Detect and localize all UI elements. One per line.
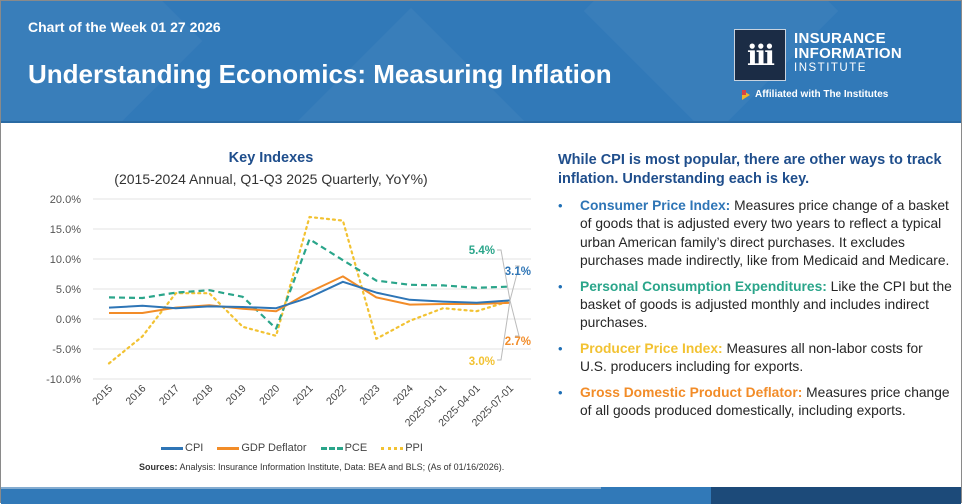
x-tick-label: 2016 <box>124 383 149 408</box>
y-tick-label: 15.0% <box>50 224 81 236</box>
gridlines <box>93 198 531 380</box>
definition-item: • Personal Consumption Expenditures: Like… <box>558 278 953 333</box>
logo-mark: iii <box>747 38 775 72</box>
leader-line <box>497 249 511 301</box>
y-tick-label: 10.0% <box>50 254 81 266</box>
legend-swatch <box>217 446 240 450</box>
bullet-icon: • <box>558 340 563 356</box>
bullet-icon: • <box>558 384 563 400</box>
sources-label: Sources: <box>139 462 178 472</box>
x-tick-label: 2022 <box>324 383 349 408</box>
leader-line <box>509 265 520 301</box>
end-labels: 3.1% 2.7% 5.4% 3.0% <box>469 245 531 368</box>
definition-term: Producer Price Index: <box>580 340 723 356</box>
legend-item: PPI <box>381 442 423 454</box>
page-title: Understanding Economics: Measuring Infla… <box>28 59 612 89</box>
series-line-ppi <box>107 215 512 365</box>
definition-text: Like the CPI but the basket of goods is … <box>580 278 952 331</box>
definition-item: • Gross Domestic Product Deflator: Measur… <box>558 384 953 421</box>
y-tick-label: 0.0% <box>56 314 81 326</box>
legend-label: PPI <box>405 442 423 454</box>
end-label-cpi: 3.1% <box>505 266 531 278</box>
y-tick-label: 5.0% <box>56 284 81 296</box>
legend-label: CPI <box>185 442 204 454</box>
affiliation-text: Affiliated with The Institutes <box>755 89 889 100</box>
y-tick-label: -5.0% <box>52 344 81 356</box>
x-tick-label: 2017 <box>157 383 182 408</box>
footer-rule <box>1 487 601 489</box>
explainer-panel: While CPI is most popular, there are oth… <box>558 151 953 427</box>
header-banner: Chart of the Week 01 27 2026 Understandi… <box>1 1 961 123</box>
x-tick-label: 2023 <box>357 383 382 408</box>
series-line-cpi <box>108 280 511 310</box>
logo-line-2: INFORMATION <box>794 45 903 62</box>
y-tick-label: 20.0% <box>50 194 81 206</box>
series-line-pce <box>108 238 511 330</box>
definition-text: Measures all non-labor costs for U.S. pr… <box>580 340 923 375</box>
legend-swatch <box>161 446 183 450</box>
x-tick-label: 2015 <box>90 383 115 408</box>
x-tick-label: 2018 <box>190 383 215 408</box>
definition-term: Consumer Price Index: <box>580 198 731 213</box>
logo-line-1: INSURANCE <box>794 30 886 47</box>
definition-item: • Consumer Price Index: Measures price ch… <box>558 197 953 271</box>
leader-line <box>497 300 511 361</box>
legend-item: GDP Deflator <box>217 442 307 454</box>
legend-label: GDP Deflator <box>241 442 307 454</box>
y-axis-ticks: 20.0% 15.0% 10.0% 5.0% 0.0% -5.0% -10.0% <box>46 194 81 386</box>
index-definitions: • Consumer Price Index: Measures price ch… <box>558 197 953 420</box>
footer-bar <box>1 487 961 504</box>
x-axis-ticks: 2015 2016 2017 2018 2019 2020 2021 2022 2023 2024… <box>90 383 516 430</box>
chart-legend: CPI GDP Deflator PCE PPI <box>161 442 423 454</box>
logo-wordmark[interactable]: INSURANCE INFORMATION INSTITUTE <box>794 31 902 76</box>
bullet-icon: • <box>558 278 563 294</box>
definition-term: Gross Domestic Product Deflator: <box>580 384 803 400</box>
logo-line-3: INSTITUTE <box>794 62 867 74</box>
chart-of-week-label: Chart of the Week 01 27 2026 <box>28 19 221 35</box>
institutes-arrow-icon <box>742 89 750 100</box>
footer-accent <box>711 487 961 504</box>
legend-item: CPI <box>161 442 203 454</box>
sources-note: Sources: Analysis: Insurance Information… <box>139 462 504 472</box>
affiliation: Affiliated with The Institutes <box>742 89 888 100</box>
bullet-icon: • <box>558 198 563 213</box>
leader-line <box>509 300 520 337</box>
legend-swatch <box>381 446 404 450</box>
end-label-pce: 5.4% <box>469 245 495 257</box>
definition-text: Measures price change of all goods produ… <box>580 384 950 419</box>
x-tick-label: 2021 <box>291 383 316 408</box>
legend-swatch <box>320 446 343 450</box>
definition-text: Measures price change of a basket of goo… <box>580 198 950 269</box>
legend-label: PCE <box>344 442 368 454</box>
iii-logo-icon[interactable]: iii <box>734 29 786 81</box>
x-tick-label: 2024 <box>391 383 416 408</box>
chart-title: Key Indexes <box>228 150 314 166</box>
x-tick-label: 2020 <box>257 383 282 408</box>
sources-text: Analysis: Insurance Information Institut… <box>177 462 505 472</box>
header-divider <box>1 121 961 123</box>
definition-term: Personal Consumption Expenditures: <box>580 278 827 294</box>
y-tick-label: -10.0% <box>46 374 81 386</box>
end-label-gdp-deflator: 2.7% <box>505 336 531 348</box>
end-label-ppi: 3.0% <box>469 356 495 368</box>
chart-subtitle: (2015-2024 Annual, Q1-Q3 2025 Quarterly,… <box>114 171 428 187</box>
definition-item: • Producer Price Index: Measures all non-… <box>558 340 953 377</box>
line-chart: 20.0%15.0%10.0%5.0%0.0%-5.0%-10.0% 2015 2… <box>46 194 531 430</box>
lead-statement: While CPI is most popular, there are oth… <box>558 152 942 187</box>
x-tick-label: 2019 <box>224 383 249 408</box>
series-lines <box>107 215 512 365</box>
legend-item: PCE <box>320 442 368 454</box>
